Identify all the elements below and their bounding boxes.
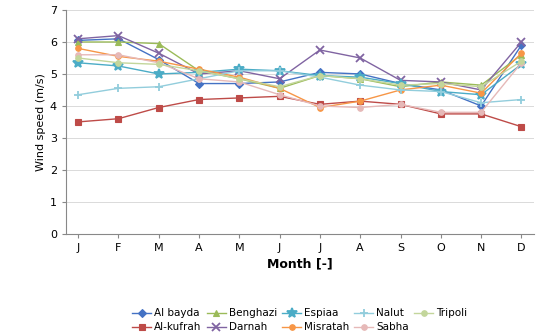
Y-axis label: Wind speed (m/s): Wind speed (m/s) xyxy=(36,73,46,171)
X-axis label: Month [-]: Month [-] xyxy=(267,257,333,270)
Legend: Al bayda, Al-kufrah, Benghazi, Darnah, Espiaa, Misratah, Nalut, Sabha, Tripoli: Al bayda, Al-kufrah, Benghazi, Darnah, E… xyxy=(130,306,469,334)
